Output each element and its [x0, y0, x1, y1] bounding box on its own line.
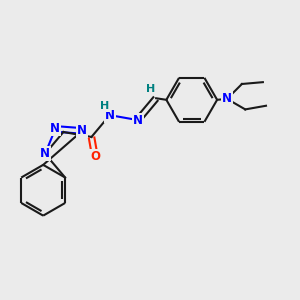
Text: O: O [90, 150, 100, 163]
Text: N: N [222, 92, 232, 105]
Text: H: H [100, 101, 110, 111]
Text: N: N [133, 114, 143, 127]
Text: N: N [77, 124, 87, 137]
Text: N: N [105, 109, 115, 122]
Text: H: H [146, 84, 155, 94]
Text: N: N [40, 147, 50, 160]
Text: N: N [50, 122, 60, 135]
